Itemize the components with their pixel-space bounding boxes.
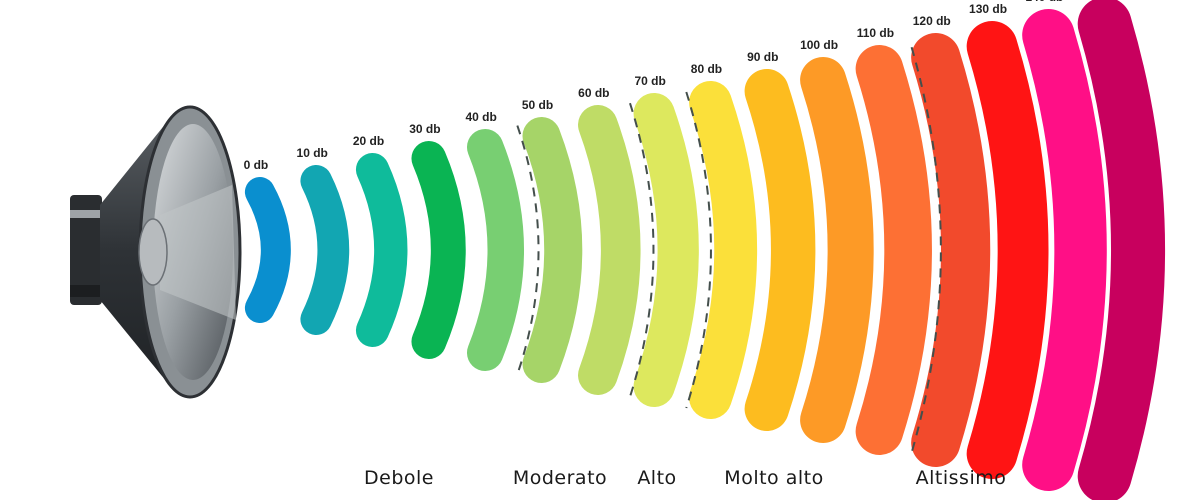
sound-wave-arc: [689, 81, 758, 419]
category-divider: [629, 102, 655, 398]
sound-wave-arc: [855, 45, 932, 455]
category-molto-alto: Molto alto: [724, 467, 823, 489]
category-altissimo: Altissimo: [916, 467, 1007, 489]
db-label: 40 db: [466, 110, 497, 124]
db-label: 10 db: [297, 146, 328, 160]
sound-wave-arc: [300, 165, 350, 335]
sound-wave-arc: [1077, 0, 1166, 500]
sound-wave-arc: [355, 153, 408, 347]
sound-wave-arc: [911, 33, 991, 467]
db-label: 70 db: [634, 74, 665, 88]
db-label: 80 db: [691, 62, 722, 76]
category-debole: Debole: [364, 467, 434, 489]
category-moderato: Moderato: [513, 467, 607, 489]
db-label: 90 db: [747, 50, 778, 64]
db-label: 30 db: [409, 122, 440, 136]
category-divider: [685, 91, 712, 409]
sound-wave-arc: [744, 69, 816, 431]
category-divider: [516, 125, 540, 375]
sound-wave-arc: [633, 93, 699, 407]
sound-wave-arc: [800, 57, 874, 443]
db-label: 60 db: [578, 86, 609, 100]
sound-wave-arc: [244, 177, 291, 323]
sound-wave-arc: [466, 129, 524, 371]
db-label: 120 db: [913, 14, 951, 28]
db-label: 130 db: [969, 2, 1007, 16]
speaker-icon: [70, 105, 242, 399]
category-alto: Alto: [637, 467, 676, 489]
sound-wave-arc: [578, 105, 641, 395]
db-label: 50 db: [522, 98, 553, 112]
db-label: 110 db: [857, 26, 894, 40]
db-label: 100 db: [800, 38, 838, 52]
category-divider: [910, 46, 942, 454]
db-label: 20 db: [353, 134, 384, 148]
db-label: 140 db: [1025, 0, 1063, 4]
sound-wave-arc: [1022, 9, 1107, 491]
sound-wave-arc: [966, 21, 1049, 479]
sound-wave-arc: [411, 141, 466, 359]
db-label: 0 db: [244, 158, 269, 172]
sound-wave-arc: [522, 117, 583, 383]
